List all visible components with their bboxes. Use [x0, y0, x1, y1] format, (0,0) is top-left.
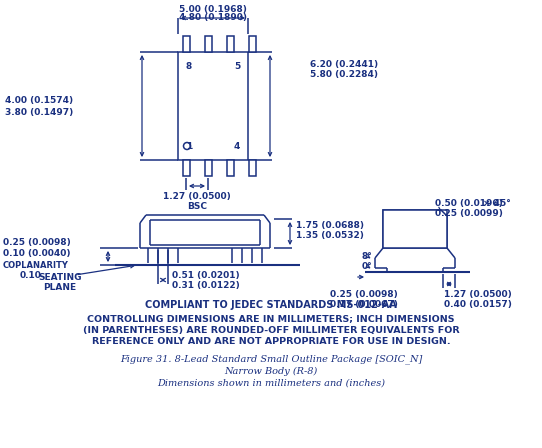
Text: 0.17 (0.0067): 0.17 (0.0067) [330, 300, 398, 309]
Bar [248, 36, 255, 52]
Text: 1.35 (0.0532): 1.35 (0.0532) [296, 231, 364, 240]
Text: 5: 5 [234, 61, 240, 70]
Text: 0.25 (0.0098): 0.25 (0.0098) [330, 289, 398, 298]
Text: 0.25 (0.0098): 0.25 (0.0098) [3, 237, 71, 246]
Bar [248, 160, 255, 176]
Text: 1.27 (0.0500): 1.27 (0.0500) [163, 191, 231, 201]
Bar [204, 160, 211, 176]
Text: 0.40 (0.0157): 0.40 (0.0157) [444, 300, 512, 309]
Bar [227, 36, 234, 52]
Text: 5.00 (0.1968): 5.00 (0.1968) [179, 4, 247, 13]
Text: CONTROLLING DIMENSIONS ARE IN MILLIMETERS; INCH DIMENSIONS: CONTROLLING DIMENSIONS ARE IN MILLIMETER… [87, 314, 455, 323]
Text: 8: 8 [186, 61, 192, 70]
Bar [183, 36, 190, 52]
Text: 8°: 8° [362, 251, 373, 260]
Text: 0.50 (0.0196): 0.50 (0.0196) [435, 198, 503, 207]
Text: BSC: BSC [187, 202, 207, 211]
Text: 4.80 (0.1890): 4.80 (0.1890) [179, 13, 247, 22]
Text: 0.10: 0.10 [20, 271, 42, 280]
Bar [183, 160, 190, 176]
Text: SEATING: SEATING [38, 272, 82, 281]
Text: 6.20 (0.2441): 6.20 (0.2441) [310, 60, 378, 69]
Text: COPLANARITY: COPLANARITY [3, 260, 69, 270]
Text: 0.25 (0.0099): 0.25 (0.0099) [435, 208, 503, 217]
Text: 4: 4 [234, 142, 240, 151]
Bar [204, 36, 211, 52]
Bar [227, 160, 234, 176]
Text: 1.75 (0.0688): 1.75 (0.0688) [296, 220, 364, 229]
Text: 0.10 (0.0040): 0.10 (0.0040) [3, 249, 70, 258]
Text: 5.80 (0.2284): 5.80 (0.2284) [310, 69, 378, 78]
Text: 0°: 0° [362, 262, 373, 271]
Text: PLANE: PLANE [43, 283, 76, 292]
Text: Figure 31. 8-Lead Standard Small Outline Package [SOIC_N]: Figure 31. 8-Lead Standard Small Outline… [120, 354, 422, 364]
Text: COMPLIANT TO JEDEC STANDARDS MS-012-AA: COMPLIANT TO JEDEC STANDARDS MS-012-AA [145, 300, 397, 310]
Bar [178, 52, 248, 160]
Text: 0.51 (0.0201): 0.51 (0.0201) [172, 271, 240, 280]
Text: 1.27 (0.0500): 1.27 (0.0500) [444, 289, 512, 298]
Polygon shape [383, 210, 447, 248]
Text: Dimensions shown in millimeters and (inches): Dimensions shown in millimeters and (inc… [157, 379, 385, 388]
Text: 0.31 (0.0122): 0.31 (0.0122) [172, 280, 240, 289]
Text: Narrow Body (R-8): Narrow Body (R-8) [224, 366, 318, 375]
Text: 1: 1 [186, 142, 192, 151]
Bar [383, 210, 447, 248]
Text: REFERENCE ONLY AND ARE NOT APPROPRIATE FOR USE IN DESIGN.: REFERENCE ONLY AND ARE NOT APPROPRIATE F… [92, 336, 450, 345]
Text: (IN PARENTHESES) ARE ROUNDED-OFF MILLIMETER EQUIVALENTS FOR: (IN PARENTHESES) ARE ROUNDED-OFF MILLIME… [83, 326, 459, 335]
Text: 4.00 (0.1574): 4.00 (0.1574) [5, 95, 73, 104]
Text: × 45°: × 45° [483, 198, 511, 207]
Text: 3.80 (0.1497): 3.80 (0.1497) [5, 108, 73, 116]
